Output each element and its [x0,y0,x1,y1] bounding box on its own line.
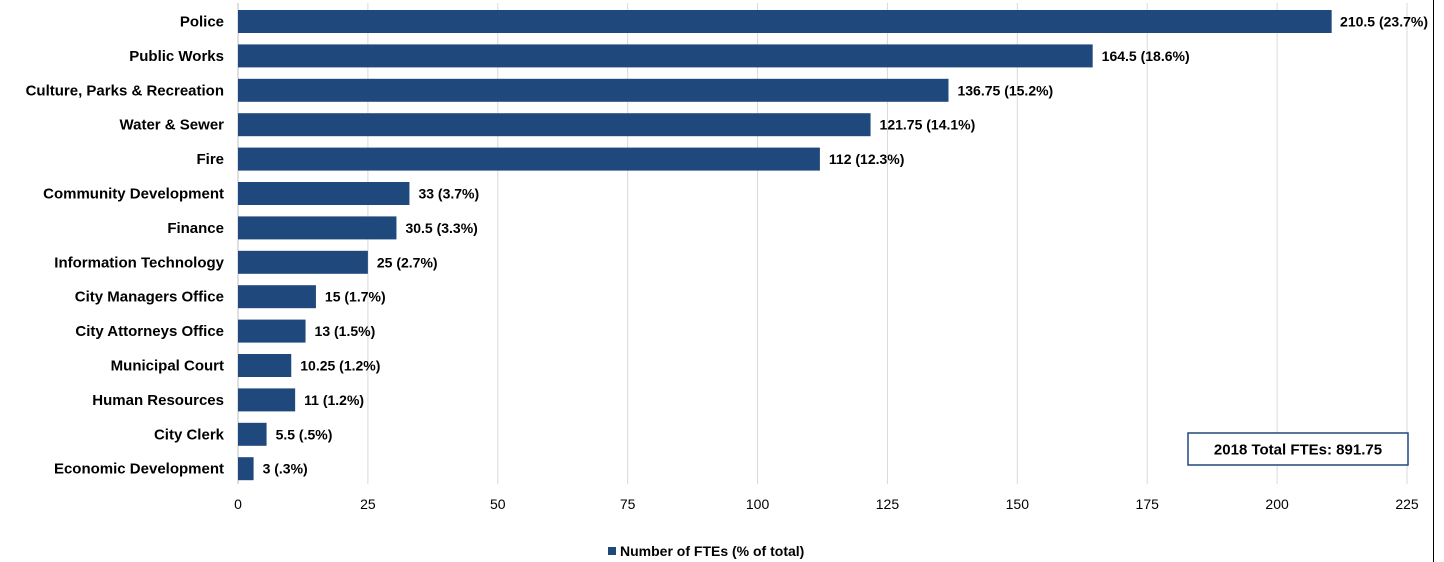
bars [238,10,1332,481]
data-label: 210.5 (23.7%) [1340,14,1428,30]
bar [238,422,267,446]
legend: Number of FTEs (% of total) [608,543,804,559]
x-tick-label: 25 [360,496,376,512]
total-annotation-box [1187,432,1409,466]
data-label: 10.25 (1.2%) [300,358,380,374]
data-label: 15 (1.7%) [325,289,386,305]
category-label: City Managers Office [75,289,224,306]
bar [238,78,949,102]
x-tick-label: 200 [1265,496,1289,512]
data-label: 5.5 (.5%) [276,426,333,442]
category-label: Fire [196,151,224,168]
data-label: 136.75 (15.2%) [957,82,1053,98]
x-tick-label: 150 [1006,496,1030,512]
category-label: Public Works [129,48,224,65]
bar [238,285,316,309]
bar [238,457,254,481]
gridlines [237,3,1408,484]
category-label: Police [180,14,224,31]
bar [238,216,397,240]
data-label: 11 (1.2%) [304,392,364,408]
category-label: Information Technology [54,254,224,271]
bar [238,113,871,137]
x-tick-label: 225 [1395,496,1419,512]
category-label: Water & Sewer [120,117,225,134]
category-label: Culture, Parks & Recreation [26,82,224,99]
category-label: Economic Development [54,461,224,478]
data-label: 164.5 (18.6%) [1102,48,1190,64]
data-label: 112 (12.3%) [829,151,905,167]
data-label: 30.5 (3.3%) [405,220,477,236]
data-label: 121.75 (14.1%) [880,117,976,133]
x-tick-label: 125 [876,496,900,512]
data-labels: 210.5 (23.7%) 164.5 (18.6%) 136.75 (15.2%)… [263,14,1428,477]
x-tick-label: 0 [234,496,242,512]
bar [238,319,306,343]
bar [238,147,820,171]
data-label: 25 (2.7%) [377,254,438,270]
total-annotation-text: 2018 Total FTEs: 891.75 [1214,442,1382,459]
x-axis-ticks: 0 25 50 75 100 125 150 175 200 225 [234,496,1419,512]
bar [238,44,1093,68]
data-label: 13 (1.5%) [315,323,376,339]
category-label: Community Development [43,186,224,203]
x-tick-label: 175 [1136,496,1160,512]
bar [238,354,292,377]
legend-label: Number of FTEs (% of total) [620,543,804,559]
category-label: City Attorneys Office [75,323,224,340]
x-tick-label: 75 [620,496,636,512]
x-tick-label: 50 [490,496,506,512]
legend-swatch [608,547,616,555]
bar [238,10,1332,33]
category-label: City Clerk [154,426,225,443]
x-tick-label: 100 [746,496,770,512]
category-labels: Police Public Works Culture, Parks & Recre… [26,14,225,478]
category-label: Finance [167,220,224,237]
category-label: Municipal Court [111,358,224,375]
total-annotation: 2018 Total FTEs: 891.75 [1187,432,1409,466]
bar [238,388,296,412]
data-label: 3 (.3%) [263,461,308,477]
category-label: Human Resources [92,392,224,409]
bar [238,182,410,205]
bar [238,250,368,274]
data-label: 33 (3.7%) [418,186,479,202]
